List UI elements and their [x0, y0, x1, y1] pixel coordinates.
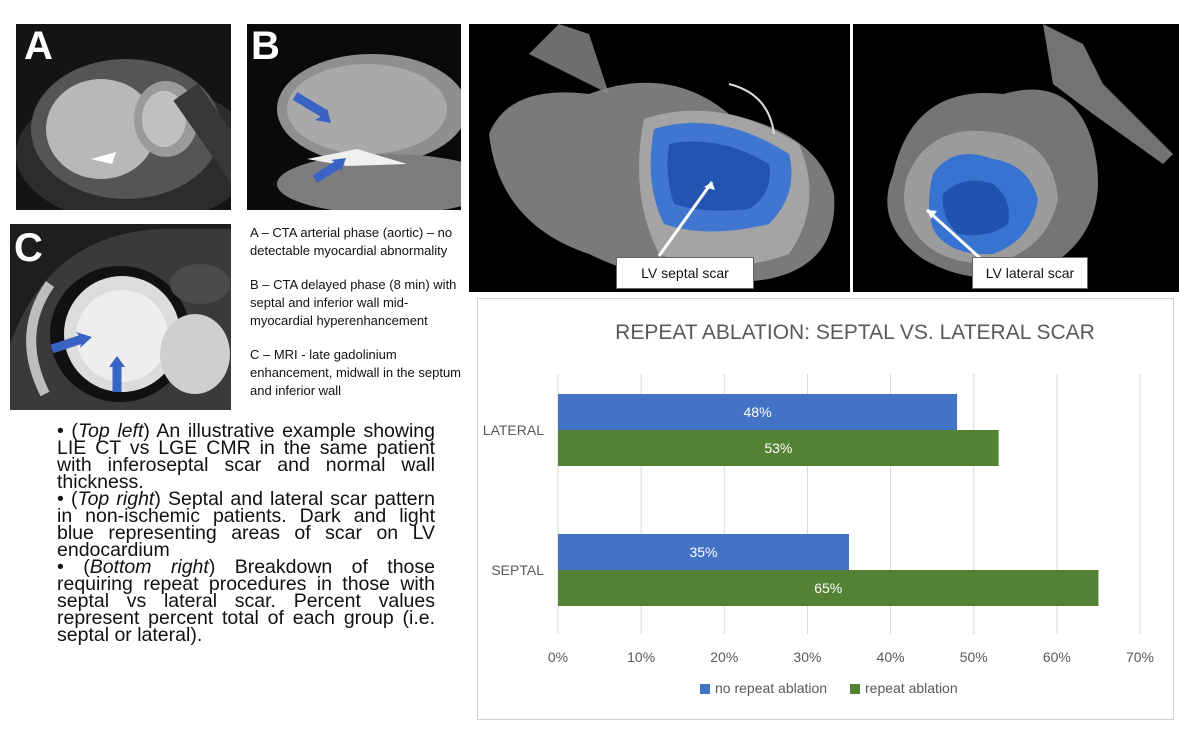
panel-a-image — [16, 24, 231, 210]
heart-lateral-render: LV lateral scar — [853, 24, 1179, 292]
heart-lateral-image — [853, 24, 1179, 292]
bar — [558, 394, 958, 430]
x-tick-label: 10% — [627, 649, 655, 665]
x-tick-label: 60% — [1043, 649, 1071, 665]
legend-label: repeat ablation — [865, 680, 958, 696]
chart-title: REPEAT ABLATION: SEPTAL VS. LATERAL SCAR — [615, 321, 1095, 344]
bullet-list: • (Top left) An illustrative example sho… — [57, 420, 435, 646]
x-tick-label: 0% — [548, 649, 568, 665]
chart-frame: REPEAT ABLATION: SEPTAL VS. LATERAL SCAR… — [477, 298, 1174, 720]
caption-c: C – MRI - late gadolinium enhancement, m… — [250, 347, 462, 398]
data-label: 53% — [764, 440, 792, 456]
category-label: SEPTAL — [491, 562, 544, 578]
legend-swatch — [850, 684, 860, 694]
x-tick-label: 20% — [710, 649, 738, 665]
panel-c-letter: C — [14, 226, 43, 270]
panel-c-mri-lge: C — [10, 224, 231, 410]
panel-b-ct-delayed: B — [247, 24, 461, 210]
x-tick-label: 40% — [877, 649, 905, 665]
caption-a: A – CTA arterial phase (aortic) – no det… — [250, 225, 453, 258]
caption-b: B – CTA delayed phase (8 min) with septa… — [250, 277, 457, 328]
bullet-item-top-left: • (Top left) An illustrative example sho… — [57, 420, 435, 493]
category-label: LATERAL — [483, 422, 544, 438]
legend-swatch — [700, 684, 710, 694]
bullet-item-top-right: • (Top right) Septal and lateral scar pa… — [57, 488, 435, 561]
x-tick-label: 50% — [960, 649, 988, 665]
panel-c-image — [10, 224, 231, 410]
panel-b-letter: B — [251, 24, 280, 68]
data-label: 35% — [689, 544, 717, 560]
bar — [558, 570, 1099, 606]
bar — [558, 430, 999, 466]
x-tick-label: 70% — [1126, 649, 1154, 665]
panel-a-letter: A — [24, 24, 53, 68]
lateral-scar-label: LV lateral scar — [972, 257, 1088, 289]
bar — [558, 534, 849, 570]
data-label: 48% — [744, 404, 772, 420]
legend-label: no repeat ablation — [715, 680, 827, 696]
bullet-item-bottom-right: • (Bottom right) Breakdown of those requ… — [57, 556, 435, 646]
data-label: 65% — [814, 580, 842, 596]
septal-scar-label: LV septal scar — [616, 257, 754, 289]
heart-septal-render: LV septal scar — [469, 24, 850, 292]
x-tick-label: 30% — [793, 649, 821, 665]
panel-b-image — [247, 24, 461, 210]
heart-septal-image — [469, 24, 850, 292]
repeat-ablation-bar-chart: REPEAT ABLATION: SEPTAL VS. LATERAL SCAR… — [483, 321, 1154, 696]
panel-a-ct-arterial: A — [16, 24, 231, 210]
